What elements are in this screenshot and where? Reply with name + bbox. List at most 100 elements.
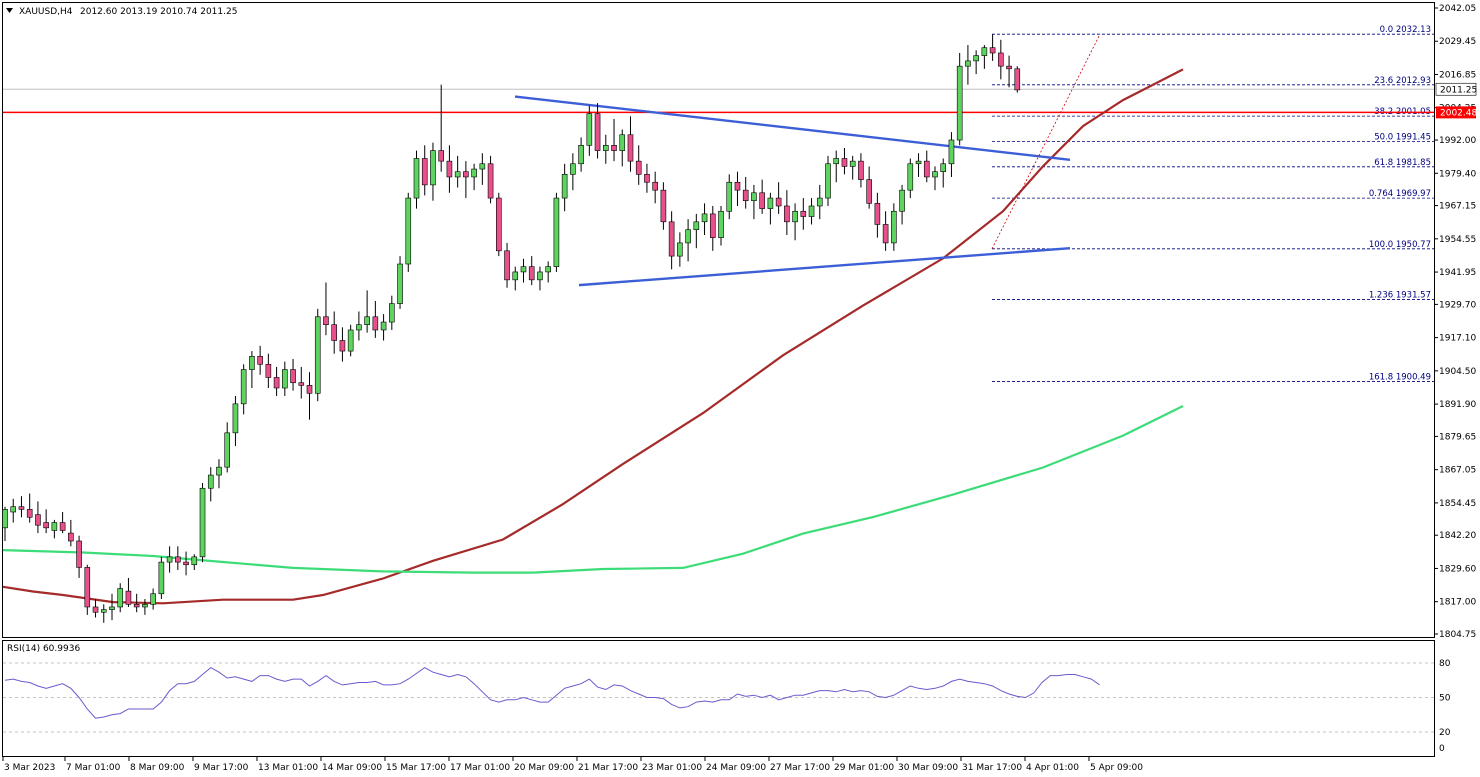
upper-trendline[interactable] xyxy=(514,95,1071,162)
candle xyxy=(751,184,757,220)
candle-body-bull xyxy=(199,487,206,558)
rsi-tick-label: 20 xyxy=(1439,728,1451,738)
candle-body-bear xyxy=(438,150,444,162)
time-tick-label: 7 Mar 01:00 xyxy=(66,763,121,773)
candle-body-bull xyxy=(718,210,724,238)
fib-level-label: 161.8 1900.49 xyxy=(1369,372,1431,382)
candle xyxy=(644,163,650,193)
candle-body-bull xyxy=(389,303,395,323)
candle xyxy=(792,203,798,241)
candle-body-bear xyxy=(923,160,930,178)
candle-body-bear xyxy=(644,174,650,183)
candle xyxy=(825,155,831,206)
candle xyxy=(833,150,840,183)
candle-body-bull xyxy=(602,145,609,151)
candle xyxy=(150,588,156,610)
fib-level-label: 0.764 1969.97 xyxy=(1369,189,1431,199)
candle-body-bear xyxy=(323,316,329,325)
candle xyxy=(109,593,115,621)
candle xyxy=(175,546,181,571)
candle xyxy=(915,153,922,177)
collapse-triangle-icon[interactable] xyxy=(6,8,13,13)
trendlines[interactable] xyxy=(514,33,1101,287)
candle xyxy=(249,351,255,389)
time-tick-label: 21 Mar 17:00 xyxy=(578,763,638,773)
candle xyxy=(512,266,519,291)
price-tick-label: 1929.70 xyxy=(1439,300,1476,310)
candle-body-bear xyxy=(528,266,535,281)
candle xyxy=(100,604,107,623)
candle-body-bear xyxy=(18,506,25,510)
candle xyxy=(463,161,469,199)
candle-body-bull xyxy=(142,604,148,608)
candle xyxy=(709,205,716,251)
rsi-tick-label: 0 xyxy=(1439,744,1445,754)
time-tick-label: 30 Mar 09:00 xyxy=(898,763,958,773)
candle xyxy=(891,203,897,251)
candle xyxy=(570,153,576,191)
candle-body-bull xyxy=(907,163,914,191)
candle-body-bear xyxy=(125,590,132,605)
price-tick-label: 1867.05 xyxy=(1439,466,1476,476)
candle-body-bull xyxy=(356,324,362,331)
candle xyxy=(166,546,173,573)
candle-body-bear xyxy=(998,52,1004,67)
candle xyxy=(84,564,91,615)
candle xyxy=(586,105,593,156)
price-tick-label: 1829.60 xyxy=(1439,564,1476,574)
symbol-label: XAUUSD,H4 xyxy=(19,7,73,17)
candle xyxy=(635,145,642,185)
candle xyxy=(981,45,988,69)
candle-body-bull xyxy=(454,171,461,178)
candle xyxy=(537,266,543,291)
candle xyxy=(207,467,214,502)
candle xyxy=(775,182,782,214)
candle xyxy=(199,482,206,563)
time-tick-label: 15 Mar 17:00 xyxy=(386,763,446,773)
candle xyxy=(364,290,370,333)
candle-body-bear xyxy=(290,369,296,384)
candle xyxy=(92,599,99,618)
candle xyxy=(1006,55,1012,88)
price-tick-label: 1979.40 xyxy=(1439,169,1476,179)
candle-body-bear xyxy=(668,221,675,257)
candle-body-bear xyxy=(874,203,881,225)
candle xyxy=(973,50,979,75)
candle-body-bear xyxy=(84,567,91,608)
candle xyxy=(265,353,272,389)
candle xyxy=(495,192,502,257)
time-tick-label: 13 Mar 01:00 xyxy=(258,763,318,773)
price-tick-label: 1817.00 xyxy=(1439,598,1476,608)
candle-body-bull xyxy=(940,163,947,172)
price-tick-label: 2029.45 xyxy=(1439,37,1476,47)
candle xyxy=(561,163,568,212)
candle-body-bear xyxy=(339,340,346,352)
candle xyxy=(183,551,189,576)
candle-body-bull xyxy=(282,369,288,389)
candle xyxy=(652,171,658,204)
price-tick-label: 1992.00 xyxy=(1439,136,1476,146)
candle xyxy=(800,198,807,230)
lower-trendline[interactable] xyxy=(578,246,1071,287)
horizontal-level-layer[interactable] xyxy=(3,88,1434,114)
candle-body-bull xyxy=(701,213,708,223)
candle-body-bull xyxy=(314,316,321,394)
candle xyxy=(553,192,560,272)
candle xyxy=(849,155,856,180)
fib-level-label: 0.0 2032.13 xyxy=(1380,25,1431,35)
candlesticks xyxy=(2,34,1021,623)
candle-body-bear xyxy=(594,113,601,151)
candle-body-bear xyxy=(43,522,49,529)
candle xyxy=(405,192,412,272)
candle xyxy=(784,190,790,236)
price-tick-label: 1842.20 xyxy=(1439,531,1476,541)
candle xyxy=(43,509,49,534)
time-tick-label: 29 Mar 01:00 xyxy=(834,763,894,773)
price-axis: 2042.052029.452016.852004.251992.001979.… xyxy=(1434,4,1476,640)
time-tick-label: 23 Mar 01:00 xyxy=(642,763,702,773)
price-tick-label: 1879.65 xyxy=(1439,432,1476,442)
candle xyxy=(899,184,905,225)
candle-body-bear xyxy=(759,192,765,209)
candle xyxy=(389,295,395,330)
